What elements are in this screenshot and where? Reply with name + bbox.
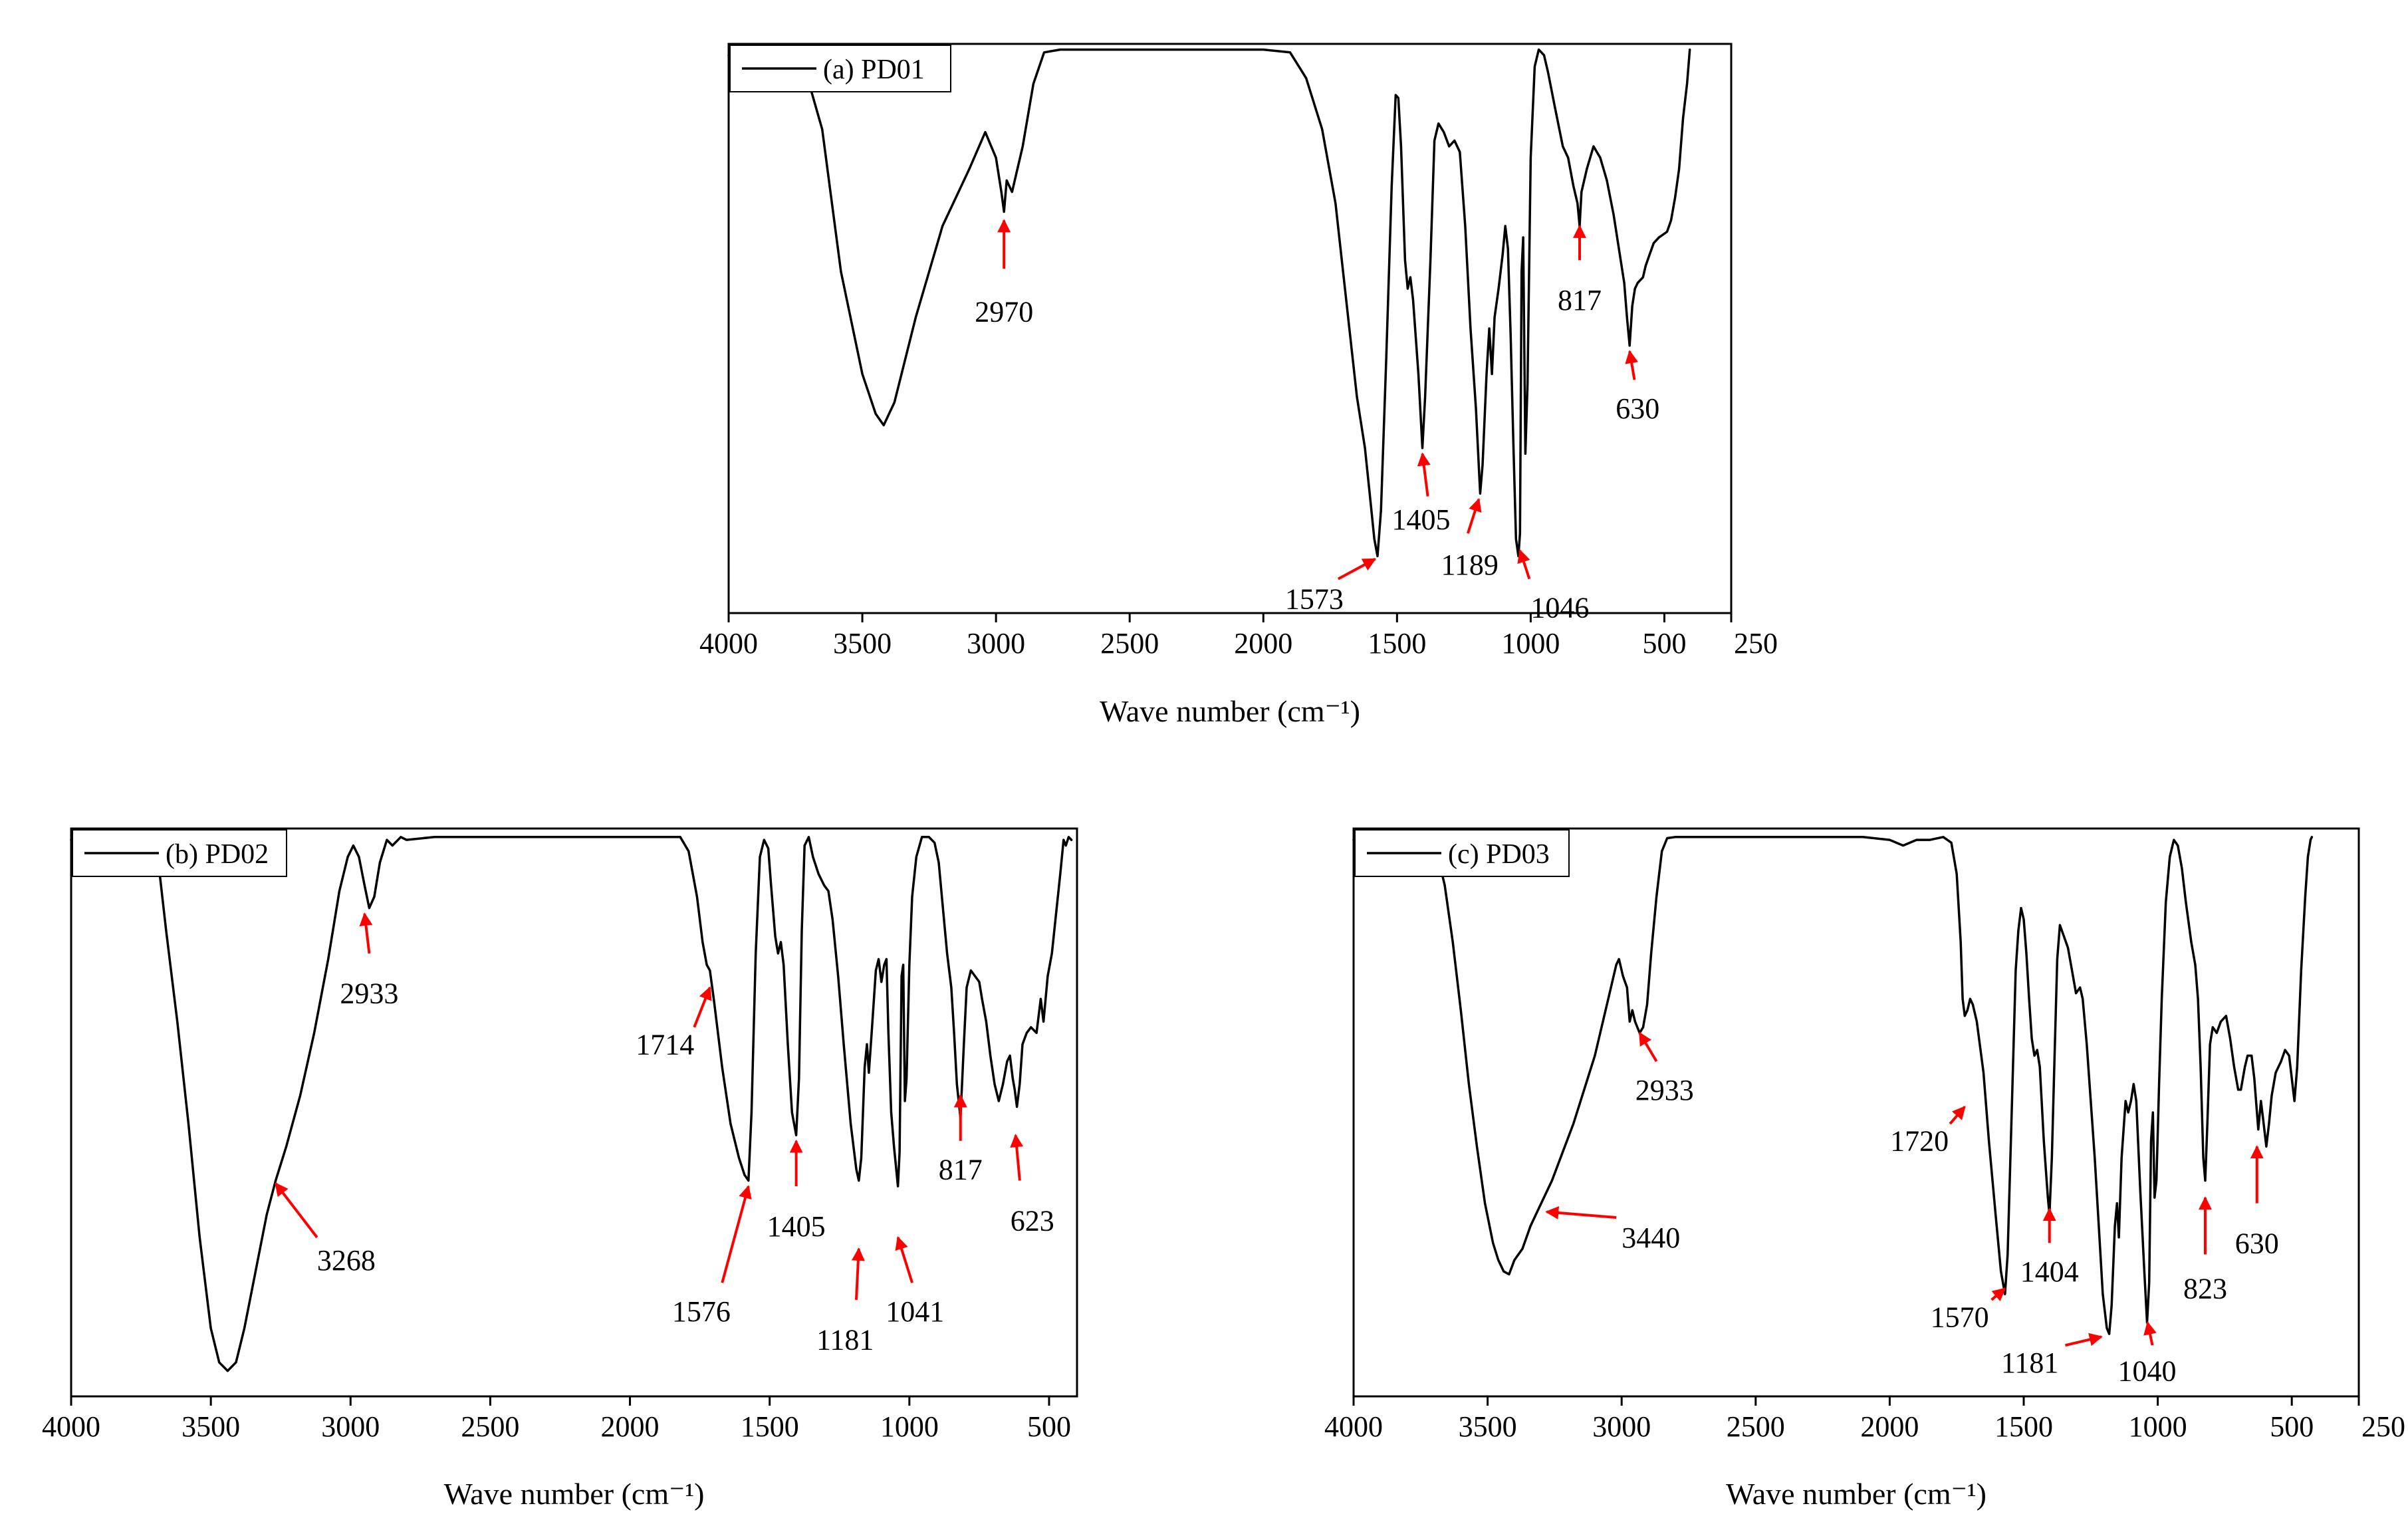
x-tick-label: 2500 (1100, 627, 1159, 660)
peak-arrow (1625, 350, 1639, 380)
legend-label: (c) PD03 (1448, 839, 1550, 870)
peak-label: 1573 (1285, 583, 1344, 616)
plot-frame-c (1352, 827, 2360, 1398)
x-tick-label: 250 (2361, 1410, 2405, 1443)
legend-label: (b) PD02 (166, 839, 269, 870)
x-tick-label: 3500 (181, 1410, 240, 1443)
x-tick-label: 3500 (1459, 1410, 1517, 1443)
x-axis-title: Wave number (cm⁻¹) (1726, 1477, 1987, 1511)
plot-frame-a (727, 43, 1733, 614)
x-tick-label: 1000 (2129, 1410, 2187, 1443)
x-tick-label: 3000 (1592, 1410, 1651, 1443)
peak-label: 817 (1558, 284, 1602, 317)
peak-label: 1040 (2117, 1355, 2176, 1388)
peak-label: 1714 (636, 1029, 694, 1061)
peak-label: 1720 (1890, 1125, 1949, 1158)
x-tick-label: 3500 (833, 627, 892, 660)
peak-arrow (1638, 1031, 1658, 1063)
peak-arrow (1466, 497, 1482, 534)
x-axis-title: Wave number (cm⁻¹) (444, 1477, 705, 1511)
panel-a: 4000 3500 3000 2500 2000 1500 1000 500 250 Wave n… (699, 43, 1778, 728)
peak-arrow (1545, 1206, 1617, 1219)
spectrum-line-c (1352, 836, 2314, 1335)
peak-label: 1041 (886, 1295, 944, 1328)
peak-arrow (851, 1247, 865, 1300)
legend-label: (a) PD01 (823, 55, 925, 85)
panel-c: 4000 3500 3000 2500 2000 1500 1000 500 250 Wave n… (1324, 827, 2405, 1511)
peak-label: 630 (1616, 392, 1659, 425)
peak-arrow (693, 986, 712, 1028)
peak-label: 630 (2235, 1227, 2279, 1259)
x-tick-label: 500 (1642, 627, 1686, 660)
peak-label: 2970 (975, 295, 1033, 328)
x-tick-label: 2000 (1234, 627, 1292, 660)
peak-arrow (1990, 1287, 2006, 1302)
x-tick-label: 2500 (1727, 1410, 1785, 1443)
x-tick-label: 4000 (1324, 1410, 1383, 1443)
peak-label: 623 (1011, 1204, 1054, 1237)
peak-label: 1576 (672, 1295, 731, 1328)
peak-arrow (1337, 557, 1377, 580)
x-tick-label: 500 (2270, 1410, 2314, 1443)
peak-label: 3440 (1622, 1221, 1680, 1254)
x-tick-label: 2000 (601, 1410, 660, 1443)
peak-label: 823 (2183, 1273, 2227, 1305)
x-tick-label: 3000 (321, 1410, 380, 1443)
peak-arrow (2065, 1333, 2103, 1347)
peak-arrow (1517, 549, 1531, 580)
peak-arrow (721, 1185, 752, 1283)
spectrum-line-a (727, 48, 1691, 558)
x-tick-label: 1500 (1368, 627, 1426, 660)
x-tick-label: 2000 (1860, 1410, 1919, 1443)
peak-label: 1405 (767, 1210, 826, 1243)
peak-label: 1189 (1441, 549, 1499, 581)
peak-label: 2933 (340, 977, 398, 1010)
peak-label: 1405 (1392, 503, 1451, 536)
x-tick-label: 4000 (699, 627, 758, 660)
x-tick-label: 1000 (880, 1410, 939, 1443)
x-tick-label: 1500 (741, 1410, 799, 1443)
x-tick-label: 1000 (1501, 627, 1560, 660)
peak-label: 1181 (2001, 1346, 2058, 1379)
peak-arrow (1010, 1134, 1024, 1181)
peak-label: 1570 (1931, 1301, 1989, 1333)
peak-label: 817 (939, 1153, 983, 1186)
peak-arrow (2143, 1321, 2157, 1346)
peak-label: 1046 (1530, 591, 1589, 624)
x-axis-title: Wave number (cm⁻¹) (1100, 694, 1360, 728)
peak-label: 3268 (317, 1244, 376, 1277)
panel-b: 4000 3500 3000 2500 2000 1500 1000 500 Wave numb… (42, 827, 1078, 1511)
peak-label: 2933 (1635, 1074, 1694, 1106)
x-tick-label: 500 (1027, 1410, 1071, 1443)
x-tick-label: 250 (1734, 627, 1778, 660)
peak-label: 1404 (2020, 1255, 2079, 1288)
peak-arrow (359, 912, 373, 954)
peak-arrow (1949, 1105, 1966, 1125)
x-tick-label: 4000 (42, 1410, 100, 1443)
x-tick-label: 1500 (1994, 1410, 2053, 1443)
plot-frame-b (70, 827, 1078, 1398)
x-tick-label: 2500 (461, 1410, 519, 1443)
x-tick-label: 3000 (967, 627, 1025, 660)
peak-arrow (1417, 452, 1431, 497)
spectrum-line-b (70, 836, 1073, 1372)
peak-arrow (895, 1235, 913, 1283)
peak-arrow (275, 1182, 318, 1239)
peak-label: 1181 (816, 1324, 874, 1356)
